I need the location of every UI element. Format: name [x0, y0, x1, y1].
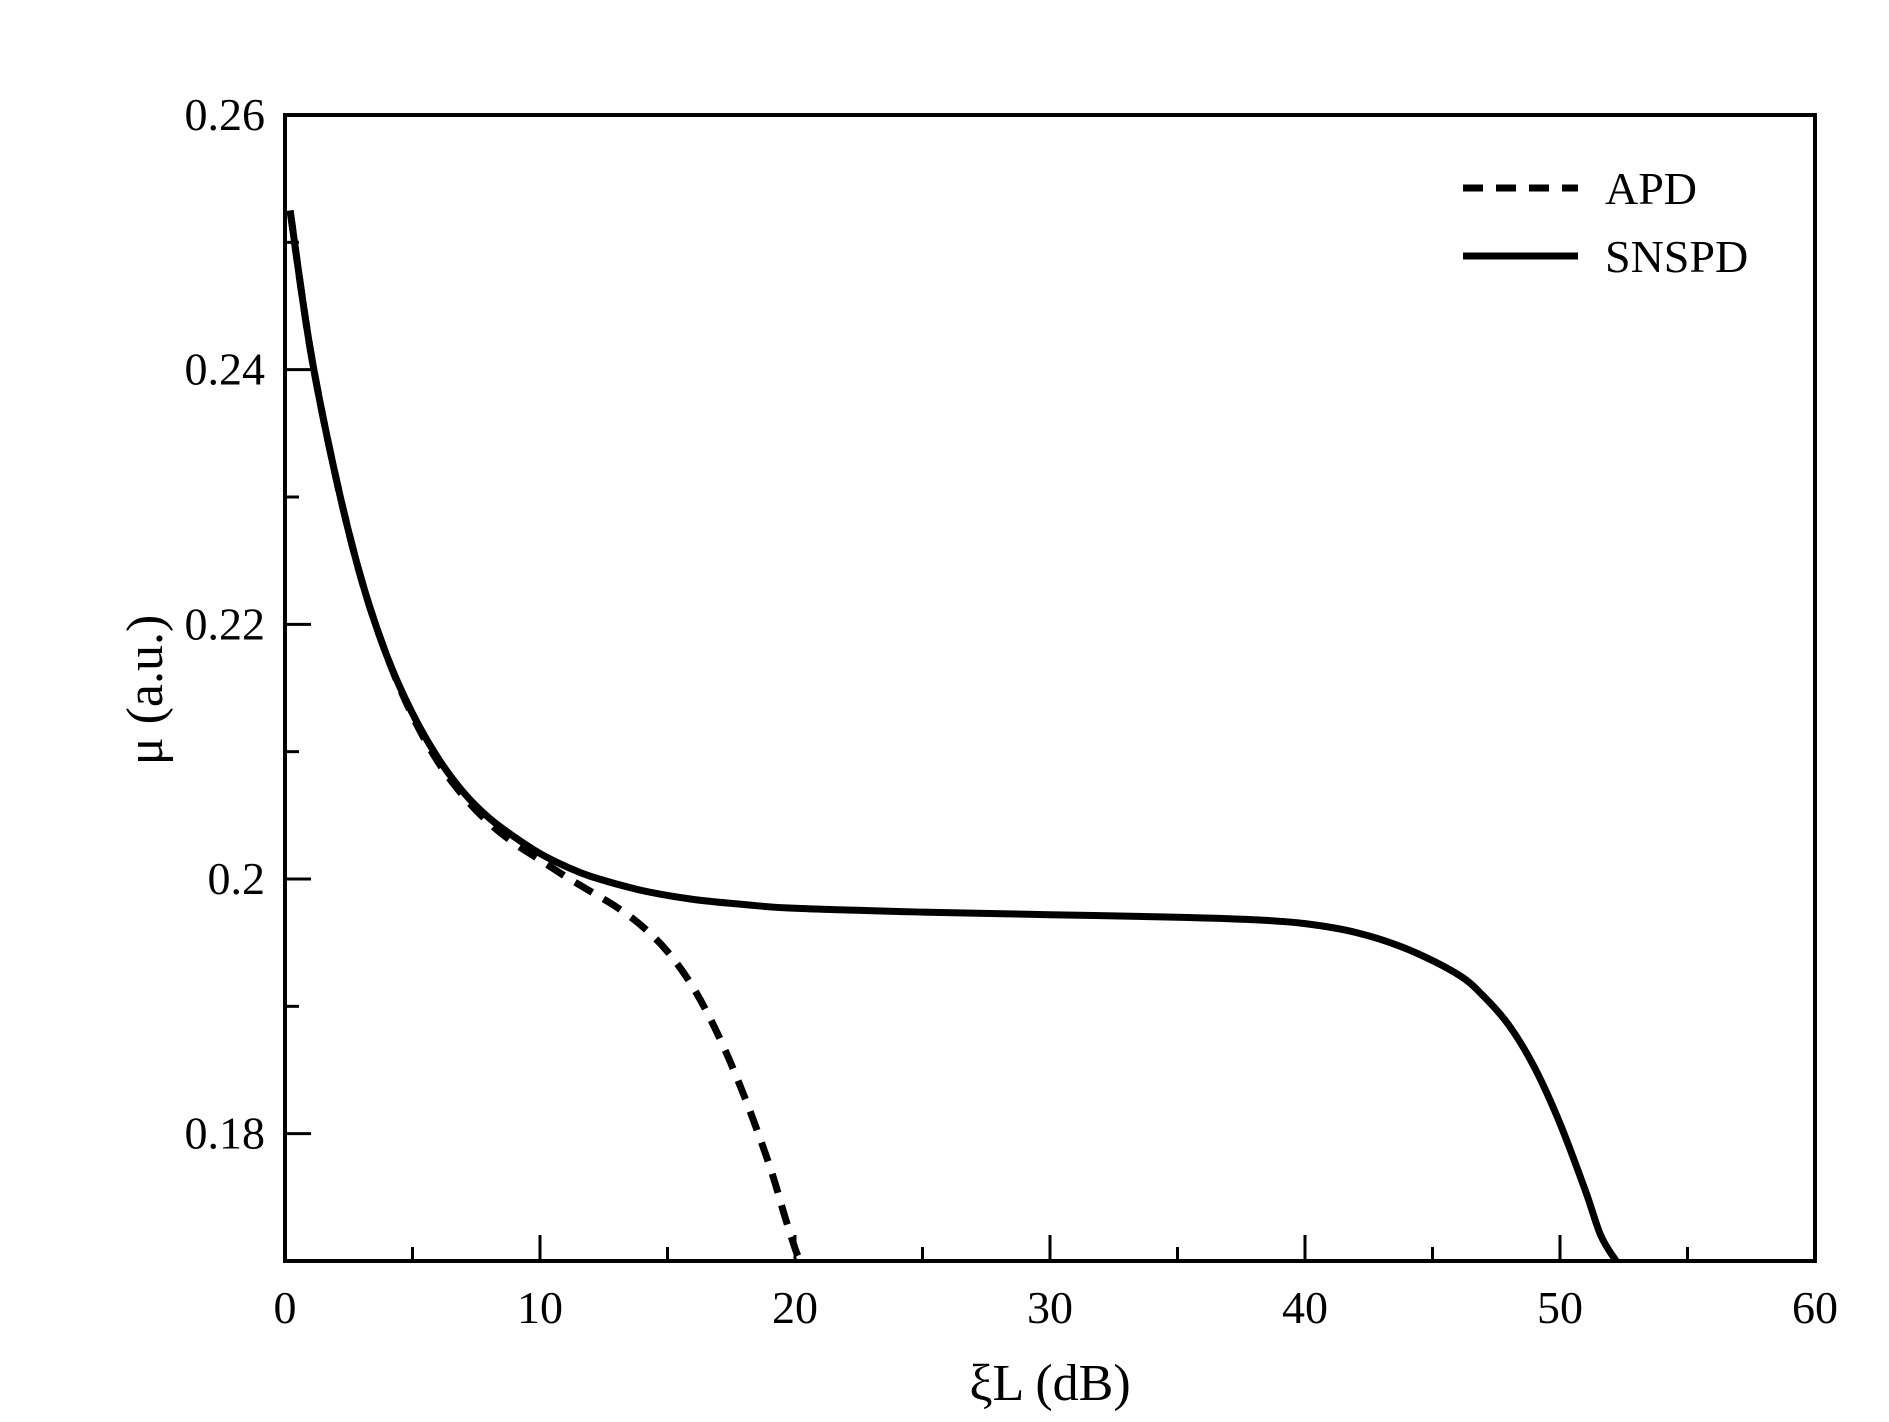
x-tick-label: 40: [1282, 1282, 1328, 1333]
y-tick-label: 0.2: [208, 853, 266, 904]
x-tick-label: 0: [274, 1282, 297, 1333]
x-tick-label: 30: [1027, 1282, 1073, 1333]
plot-area-frame: [283, 113, 1817, 1263]
series-line-snspd: [286, 209, 1620, 1263]
legend: APD SNSPD: [1463, 163, 1748, 282]
x-tick-label: 60: [1792, 1282, 1838, 1333]
y-tick-label: 0.18: [185, 1108, 266, 1159]
y-tick-label: 0.26: [185, 89, 266, 140]
y-tick-label: 0.24: [185, 344, 266, 395]
series-line-apd: [286, 209, 804, 1263]
x-tick-label: 20: [772, 1282, 818, 1333]
x-tick-label: 10: [517, 1282, 563, 1333]
legend-label-snspd: SNSPD: [1605, 231, 1748, 282]
x-axis-label: ξL (dB): [969, 1355, 1130, 1412]
y-tick-label: 0.22: [185, 598, 266, 649]
x-tick-label: 50: [1537, 1282, 1583, 1333]
y-axis-label: μ (a.u.): [117, 615, 174, 766]
legend-label-apd: APD: [1605, 163, 1697, 214]
